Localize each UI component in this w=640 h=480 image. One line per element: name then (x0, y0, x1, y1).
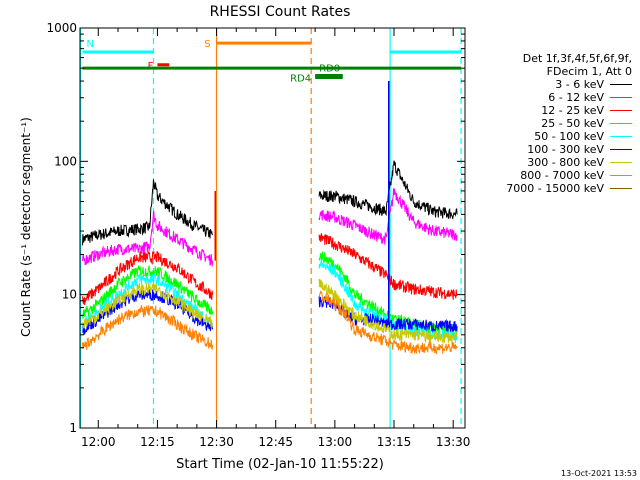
x-tick-label-0: 12:00 (81, 435, 116, 449)
y-tick-label-1: 10 (62, 288, 77, 302)
y-axis-label: Count Rate (s⁻¹ detector segment⁻¹) (19, 117, 33, 337)
y-tick-label-3: 1000 (46, 21, 77, 35)
legend-label-0: 3 - 6 keV (555, 78, 604, 91)
legend-entry-4: 50 - 100 keV (482, 130, 638, 143)
legend-entry-6: 300 - 800 keV (482, 156, 638, 169)
series-line-6-segment-1 (318, 278, 458, 344)
legend-label-1: 6 - 12 keV (548, 91, 604, 104)
x-tick-label-1: 12:15 (140, 435, 175, 449)
legend-entries: 3 - 6 keV 6 - 12 keV 12 - 25 keV 25 - 50 ke… (482, 78, 638, 195)
legend-swatch-2 (610, 110, 632, 111)
x-tick-label-5: 13:15 (377, 435, 412, 449)
legend-entry-1: 6 - 12 keV (482, 91, 638, 104)
legend-entry-2: 12 - 25 keV (482, 104, 638, 117)
legend-header-line-2: FDecim 1, Att 0 (546, 65, 632, 78)
legend-label-6: 300 - 800 keV (527, 156, 604, 169)
legend-swatch-1 (610, 97, 632, 98)
legend-entry-8: 7000 - 15000 keV (482, 182, 638, 195)
x-tick-label-4: 13:00 (318, 435, 353, 449)
y-tick-label-2: 100 (54, 154, 77, 168)
marker-label-4: RD4 (290, 74, 311, 85)
legend-label-5: 100 - 300 keV (527, 143, 604, 156)
legend-swatch-8 (610, 188, 632, 189)
marker-label-2: F (148, 61, 154, 72)
x-tick-label-3: 12:45 (258, 435, 293, 449)
series-line-0-segment-0 (82, 179, 214, 246)
legend-swatch-0 (610, 84, 632, 85)
legend-label-4: 50 - 100 keV (534, 130, 604, 143)
series-line-3-segment-0 (82, 265, 214, 319)
legend-swatch-7 (610, 175, 632, 176)
legend-entry-0: 3 - 6 keV (482, 78, 638, 91)
legend-label-2: 12 - 25 keV (541, 104, 604, 117)
legend-label-7: 800 - 7000 keV (520, 169, 604, 182)
plot-axes: 1 10 100 1000 12:00 12:15 12:30 12:45 13:00 13:15… (46, 21, 470, 449)
legend-swatch-4 (610, 136, 632, 137)
legend-entry-3: 25 - 50 keV (482, 117, 638, 130)
chart-title: RHESSI Count Rates (210, 4, 351, 20)
timestamp: 13-Oct-2021 13:53 (561, 469, 637, 478)
series-line-6-segment-0 (82, 281, 214, 329)
series-line-7-segment-1 (318, 290, 458, 355)
marker-label-0: N (86, 39, 93, 50)
y-tick-label-0: 1 (69, 421, 77, 435)
series-line-1-segment-0 (82, 210, 214, 267)
marker-label-3: S (204, 39, 210, 50)
x-tick-label-2: 12:30 (199, 435, 234, 449)
x-axis-label: Start Time (02-Jan-10 11:55:22) (176, 457, 384, 472)
plot-frame (79, 27, 466, 429)
legend-label-8: 7000 - 15000 keV (506, 182, 604, 195)
legend: Det 1f,3f,4f,5f,6f,9f, FDecim 1, Att 0 3… (482, 52, 638, 195)
legend-swatch-5 (610, 149, 632, 150)
legend-header-line-1: Det 1f,3f,4f,5f,6f,9f, (522, 52, 632, 65)
legend-entry-5: 100 - 300 keV (482, 143, 638, 156)
legend-entry-7: 800 - 7000 keV (482, 169, 638, 182)
legend-label-3: 25 - 50 keV (541, 117, 604, 130)
legend-swatch-6 (610, 162, 632, 163)
legend-swatch-3 (610, 123, 632, 124)
series-line-2-segment-0 (82, 250, 214, 306)
series-line-7-segment-0 (82, 305, 214, 351)
plot-content: NFSRD4RD0 (79, 28, 462, 428)
x-tick-label-6: 13:30 (436, 435, 471, 449)
